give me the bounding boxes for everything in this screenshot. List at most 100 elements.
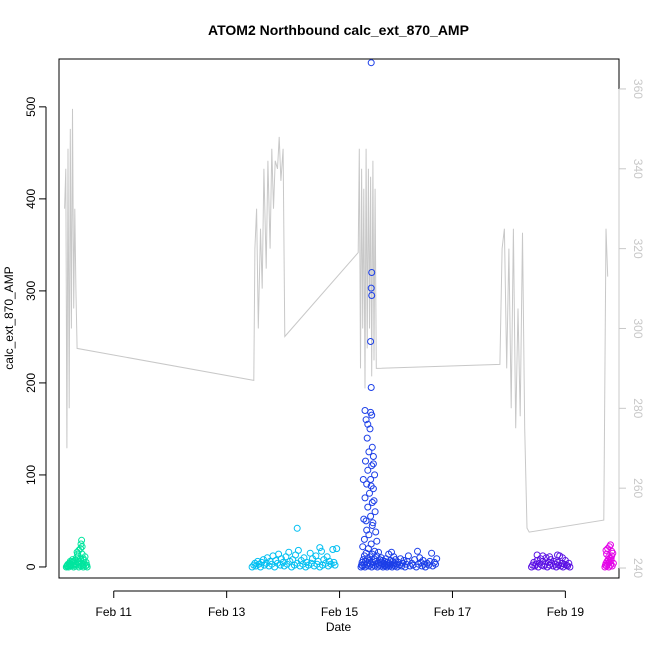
x-axis-title: Date (326, 620, 352, 634)
data-point (364, 503, 372, 511)
data-point (559, 554, 566, 562)
series-3 (528, 551, 574, 571)
data-point (333, 545, 341, 553)
data-point (421, 563, 429, 571)
data-point (368, 292, 376, 299)
data-point (331, 561, 339, 569)
data-point (360, 515, 368, 523)
data-point (368, 522, 376, 529)
x-tick-label: Feb 15 (321, 605, 359, 619)
chart-title: ATOM2 Northbound calc_ext_870_AMP (208, 22, 469, 38)
x-tick-label: Feb 13 (208, 605, 246, 619)
y2-tick-label: 340 (631, 159, 645, 179)
data-point (565, 559, 573, 567)
data-point (257, 563, 264, 571)
series-4 (601, 541, 617, 571)
data-point (433, 555, 441, 563)
data-point (74, 550, 82, 558)
data-point (428, 549, 436, 557)
y-tick-label: 0 (24, 563, 38, 570)
data-point (82, 562, 89, 570)
data-point (552, 563, 560, 571)
x-tick-label: Feb 11 (96, 605, 133, 619)
y-tick-label: 100 (24, 465, 38, 485)
data-point (539, 552, 547, 560)
secondary-line (64, 108, 609, 533)
y-tick-label: 300 (24, 281, 38, 301)
data-point (364, 420, 372, 428)
data-point (367, 338, 375, 345)
series-2 (357, 59, 441, 571)
data-point (607, 541, 614, 549)
data-point (361, 407, 369, 414)
data-point (404, 552, 412, 560)
data-point (369, 460, 377, 468)
data-point (83, 563, 91, 571)
data-point (366, 489, 373, 497)
data-point (318, 547, 325, 555)
data-point (362, 457, 369, 465)
secondary-line-layer (64, 108, 609, 533)
data-point (375, 548, 382, 556)
data-point (362, 517, 370, 525)
data-point (430, 558, 438, 566)
data-point (605, 553, 613, 561)
data-point (371, 508, 379, 516)
data-point (77, 545, 84, 553)
data-point (425, 561, 433, 569)
data-point (77, 540, 85, 548)
y-tick-label: 400 (24, 189, 38, 209)
data-point (400, 557, 408, 564)
data-point (363, 526, 371, 534)
data-point (393, 563, 401, 571)
data-point (365, 448, 373, 456)
y-tick-label: 500 (24, 97, 38, 117)
y2-tick-label: 280 (631, 398, 645, 418)
data-point (371, 471, 379, 479)
y2-tick-label: 360 (631, 79, 645, 99)
data-point (277, 555, 285, 563)
data-point (294, 546, 302, 554)
data-point (359, 543, 367, 551)
data-point (363, 480, 371, 488)
data-point (316, 544, 324, 552)
y-axis-title: calc_ext_870_AMP (2, 266, 16, 369)
data-point (293, 524, 301, 532)
data-point (373, 537, 381, 545)
data-point (414, 547, 421, 555)
x-tick-label: Feb 17 (434, 605, 472, 619)
data-point (370, 497, 378, 505)
data-point (563, 561, 570, 569)
data-point (285, 548, 293, 556)
data-point (362, 416, 370, 424)
points-layer (62, 59, 617, 571)
data-point (367, 540, 375, 548)
data-point (279, 558, 287, 566)
x-tick-label: Feb 19 (547, 605, 585, 619)
series-0 (62, 536, 91, 571)
y2-tick-label: 320 (631, 239, 645, 259)
y-tick-label: 200 (24, 373, 38, 393)
y2-tick-label: 300 (631, 318, 645, 338)
data-point (367, 512, 375, 520)
data-point (368, 443, 376, 451)
data-point (367, 482, 375, 490)
data-point (607, 555, 615, 563)
data-point (546, 553, 554, 561)
data-point (369, 453, 377, 460)
data-point (566, 563, 574, 571)
y2-tick-label: 240 (631, 558, 645, 578)
data-point (368, 499, 376, 506)
data-point (360, 535, 368, 543)
data-point (78, 536, 86, 544)
data-point (608, 547, 616, 555)
data-point (367, 284, 375, 292)
data-point (367, 384, 375, 391)
data-point (261, 561, 268, 569)
data-point (363, 434, 371, 442)
data-point (369, 519, 377, 527)
data-point (361, 494, 369, 502)
data-point (79, 555, 87, 563)
data-point (368, 462, 376, 470)
